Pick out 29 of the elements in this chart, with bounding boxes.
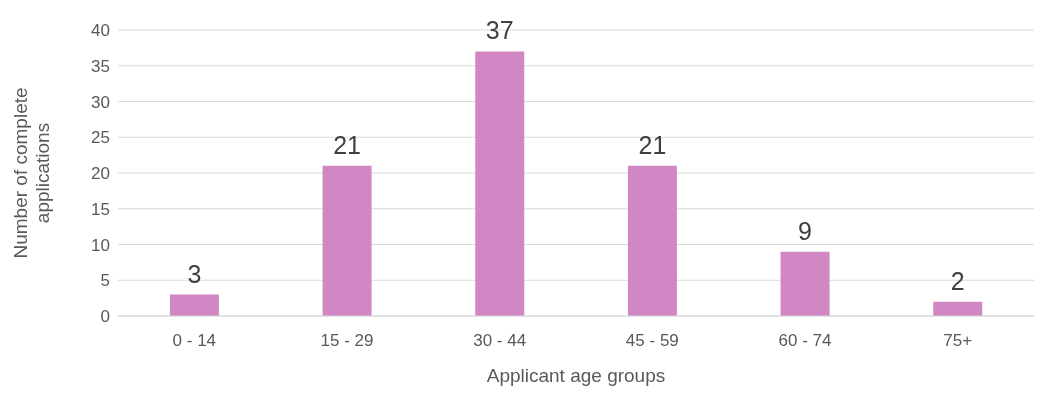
data-label: 3 [187, 259, 202, 288]
data-label: 37 [485, 16, 514, 45]
data-label: 2 [950, 266, 965, 295]
data-label: 9 [798, 216, 813, 245]
data-label: 21 [333, 130, 361, 159]
y-tick-label: 35 [91, 56, 110, 76]
bar [933, 301, 983, 316]
bar [169, 294, 219, 316]
bar [780, 251, 830, 316]
y-axis-title: Number of complete applications [10, 87, 53, 259]
bar [322, 165, 372, 316]
data-label: 21 [638, 130, 667, 159]
y-tick-label: 40 [91, 21, 110, 41]
y-tick-label: 15 [91, 199, 110, 219]
y-tick-label: 10 [91, 235, 110, 255]
y-tick-label: 25 [91, 128, 110, 148]
y-tick-label: 5 [100, 271, 110, 291]
x-axis-title: Applicant age groups [486, 365, 666, 386]
x-tick-label: 75+ [943, 331, 973, 351]
y-tick-label: 30 [91, 92, 110, 112]
x-tick-label: 0 - 14 [172, 331, 217, 351]
bar [627, 165, 677, 316]
x-tick-label: 15 - 29 [320, 331, 374, 351]
bar [475, 51, 525, 316]
y-tick-label: 20 [91, 164, 110, 184]
y-tick-label: 0 [100, 307, 110, 327]
x-tick-label: 30 - 44 [473, 331, 527, 351]
x-tick-label: 45 - 59 [625, 331, 679, 351]
x-tick-label: 60 - 74 [778, 331, 832, 351]
